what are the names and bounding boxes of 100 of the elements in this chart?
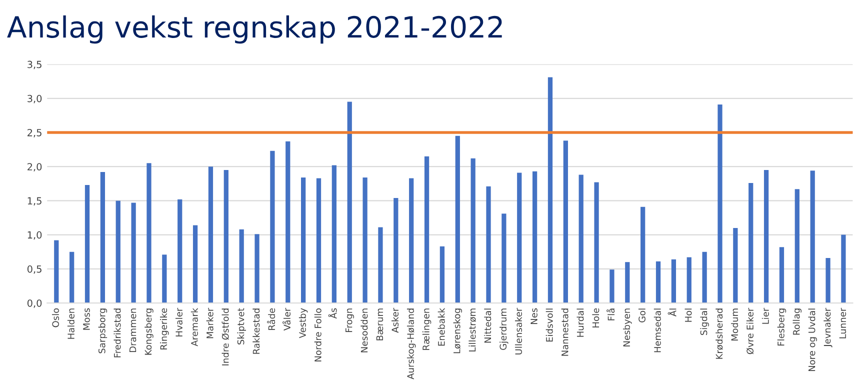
x-tick-label: Hurdal — [576, 308, 584, 337]
bar — [733, 228, 738, 303]
bar — [146, 163, 152, 303]
x-tick-label: Nes — [530, 308, 538, 324]
x-tick-label: Jevnaker — [824, 308, 832, 348]
bar — [748, 182, 754, 303]
x-tick-label: Halden — [67, 308, 74, 339]
bar — [470, 158, 476, 303]
bar — [532, 171, 538, 303]
bar — [625, 262, 630, 303]
bar — [486, 186, 491, 303]
x-tick-label: Nesodden — [360, 308, 368, 352]
bar — [826, 258, 830, 303]
x-tick-label: Indre Østfold — [222, 308, 229, 366]
x-tick-label: Hol — [684, 308, 692, 322]
bar — [192, 225, 198, 303]
bar — [718, 104, 722, 303]
chart-title: Anslag vekst regnskap 2021-2022 — [7, 15, 502, 44]
x-tick-label: Rakkestad — [252, 308, 260, 354]
bar — [656, 261, 661, 303]
bar — [301, 178, 306, 303]
bar — [810, 170, 815, 303]
bar — [578, 174, 584, 303]
y-tick-label: 1,0 — [28, 231, 42, 240]
bar — [239, 229, 244, 303]
x-tick-label: Sigdal — [700, 308, 709, 336]
bar — [54, 240, 59, 303]
bar — [455, 136, 460, 303]
bar — [517, 172, 522, 303]
x-tick-label: Moss — [83, 308, 90, 330]
x-tick-label: Ringerike — [160, 308, 169, 350]
y-tick-label: 2,0 — [28, 163, 42, 172]
x-tick-label: Lørenskog — [453, 308, 462, 354]
bar — [131, 202, 136, 303]
x-tick-label: Aremark — [190, 308, 198, 346]
x-tick-label: Kongsberg — [144, 308, 154, 355]
x-tick-label: Flesberg — [777, 308, 786, 346]
bar — [378, 227, 383, 303]
x-tick-label: Lillestrøm — [468, 308, 476, 352]
bar — [594, 182, 599, 303]
x-tick-label: Nore og Uvdal — [808, 308, 817, 372]
bar — [686, 257, 692, 303]
bar — [116, 200, 120, 303]
x-tick-label: Oslo — [52, 308, 60, 328]
x-tick-label: Gol — [638, 308, 646, 322]
bar — [424, 156, 430, 303]
y-tick-label: 3,0 — [28, 94, 42, 104]
bar — [208, 166, 214, 303]
bar — [270, 150, 275, 303]
bar — [224, 170, 228, 303]
x-tick-label: Skiptvet — [237, 308, 246, 344]
x-tick-label: Nordre Follo — [314, 308, 322, 362]
x-tick-label: Ullensaker — [515, 308, 522, 354]
bar — [100, 172, 106, 303]
bar — [563, 140, 568, 303]
x-tick-label: Våler — [282, 308, 291, 331]
y-tick-label: 0,5 — [27, 265, 42, 274]
x-tick-label: Gjerdrum — [500, 308, 508, 350]
y-tick-label: 1,5 — [28, 197, 42, 206]
x-tick-label: Eidsvoll — [546, 308, 553, 342]
x-tick-label: Asker — [392, 308, 399, 333]
bar — [640, 206, 646, 303]
x-tick-label: Frogn — [346, 308, 354, 332]
y-tick-label: 0,0 — [27, 299, 42, 308]
x-tick-label: Lunner — [839, 308, 846, 338]
x-tick-label: Råde — [267, 308, 276, 330]
bar — [779, 247, 784, 303]
bar — [841, 234, 846, 303]
bar — [794, 189, 800, 303]
bar — [347, 102, 352, 303]
bar — [548, 77, 553, 303]
bar — [178, 199, 182, 303]
bar — [702, 252, 707, 303]
x-tick-label: Fredrikstad — [114, 308, 121, 358]
x-tick-label: Ål — [668, 308, 676, 316]
x-tick-label: Hemsedal — [654, 308, 661, 352]
x-tick-label: Vestby — [298, 308, 308, 338]
x-tick-label: Nittedal — [484, 308, 492, 343]
x-tick-label: Hole — [592, 308, 600, 328]
x-tick-label: Nesbyen — [623, 308, 632, 346]
bar — [394, 198, 398, 303]
x-tick-label: Lier — [762, 308, 769, 324]
bar — [254, 234, 260, 303]
bar — [440, 246, 445, 303]
x-tick-label: Øvre Eiker — [746, 308, 754, 354]
bar — [610, 270, 614, 303]
x-tick-label: Bærum — [376, 308, 384, 340]
x-tick-label: Ås — [328, 308, 337, 319]
bar — [409, 178, 414, 303]
x-tick-label: Rollag — [792, 308, 802, 335]
x-tick-label: Sarpsborg — [98, 308, 108, 354]
bar — [502, 214, 506, 303]
x-tick-label: Nannestad — [561, 308, 568, 356]
x-tick-label: Modum — [731, 308, 738, 341]
x-tick-label: Hvaler — [175, 308, 182, 336]
bar — [332, 165, 336, 303]
x-tick-label: Krødsherad — [716, 308, 723, 359]
bar — [70, 252, 74, 303]
x-tick-label: Enebakk — [438, 308, 445, 346]
bar — [162, 254, 167, 303]
